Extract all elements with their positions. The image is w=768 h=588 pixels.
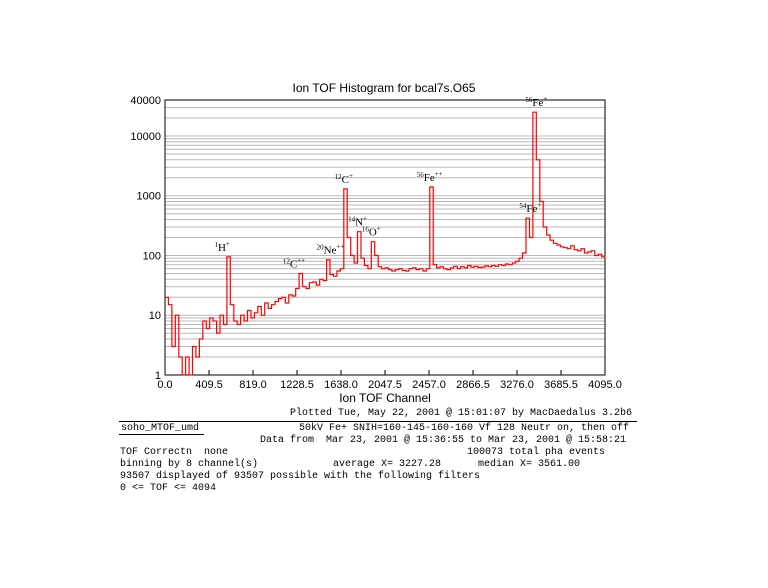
peak-charge: + bbox=[543, 95, 547, 103]
svg-text:56Fe+: 56Fe+ bbox=[525, 95, 547, 109]
x-tick-label: 4095.0 bbox=[588, 379, 622, 391]
footer-rule-top bbox=[119, 421, 637, 422]
run-description: 50kV Fe+ SNIH=160-145-160-160 Vf 128 Neu… bbox=[299, 423, 630, 434]
peak-label: 56Fe++ bbox=[417, 170, 443, 184]
y-tick-label: 10000 bbox=[130, 131, 161, 143]
y-axis: 1 10 100 1000 10000 40000 bbox=[130, 95, 161, 382]
svg-text:12C+: 12C+ bbox=[335, 172, 353, 186]
peak-label: 16O+ bbox=[362, 225, 381, 239]
instrument-name: soho_MTOF_umd bbox=[121, 423, 200, 434]
peak-charge: + bbox=[226, 240, 230, 248]
peak-label: 54Fe+ bbox=[519, 201, 541, 215]
plotted-line: Plotted Tue, May 22, 2001 @ 15:01:07 by … bbox=[290, 408, 633, 419]
x-tick-label: 2866.5 bbox=[456, 379, 490, 391]
peak-mass: 16 bbox=[362, 226, 370, 234]
peak-label: 1H+ bbox=[214, 240, 229, 254]
x-tick-label: 1228.5 bbox=[280, 379, 314, 391]
peak-mass: 56 bbox=[525, 96, 533, 104]
svg-text:20Ne++: 20Ne++ bbox=[317, 243, 345, 257]
x-tick-label: 0.0 bbox=[157, 379, 172, 391]
svg-text:16O+: 16O+ bbox=[362, 225, 381, 239]
svg-text:1H+: 1H+ bbox=[214, 240, 229, 254]
median-x: median X= 3561.00 bbox=[478, 459, 581, 470]
y-tick-label: 40000 bbox=[130, 95, 161, 107]
peak-ion: H bbox=[218, 242, 226, 254]
x-tick-label: 2457.0 bbox=[412, 379, 446, 391]
peak-mass: 20 bbox=[317, 244, 325, 252]
instrument-underline bbox=[119, 434, 204, 435]
peak-ion: Fe bbox=[532, 97, 543, 109]
tof-correction: TOF Correctn none bbox=[120, 447, 229, 458]
y-tick-label: 1000 bbox=[137, 191, 161, 203]
binning: binning by 8 channel(s) bbox=[120, 459, 259, 470]
svg-text:56Fe++: 56Fe++ bbox=[417, 170, 443, 184]
displayed-count: 93507 displayed of 93507 possible with t… bbox=[120, 471, 481, 482]
series-line bbox=[165, 111, 606, 376]
x-tick-label: 2047.5 bbox=[368, 379, 402, 391]
peak-charge: ++ bbox=[435, 170, 443, 178]
x-tick-label: 819.0 bbox=[239, 379, 267, 391]
peak-ion: Ne bbox=[324, 245, 337, 257]
grid bbox=[165, 106, 605, 358]
x-tick-label: 1638.0 bbox=[324, 379, 358, 391]
peak-ion: Fe bbox=[526, 203, 537, 215]
peak-charge: + bbox=[377, 225, 381, 233]
svg-text:54Fe+: 54Fe+ bbox=[519, 201, 541, 215]
peak-charge: + bbox=[537, 201, 541, 209]
x-tick-label: 409.5 bbox=[195, 379, 223, 391]
y-tick-label: 100 bbox=[143, 250, 161, 262]
tof-filter: 0 <= TOF <= 4094 bbox=[120, 483, 217, 494]
peak-mass: 56 bbox=[417, 171, 425, 179]
peak-labels: 1H+12C++20Ne++12C+14N+16O+56Fe++54Fe+56F… bbox=[214, 95, 547, 270]
peak-ion: Fe bbox=[424, 172, 435, 184]
peak-label: 20Ne++ bbox=[317, 243, 345, 257]
total-events: 100073 total pha events bbox=[467, 447, 606, 458]
peak-charge: ++ bbox=[336, 243, 344, 251]
peak-charge: ++ bbox=[297, 256, 305, 264]
x-tick-label: 3276.0 bbox=[500, 379, 534, 391]
chart-title: Ion TOF Histogram for bcal7s.O65 bbox=[293, 81, 476, 95]
peak-charge: + bbox=[363, 215, 367, 223]
peak-ion: N bbox=[355, 217, 363, 229]
peak-ion: O bbox=[369, 227, 377, 239]
y-tick-label: 1 bbox=[155, 370, 161, 382]
peak-label: 12C++ bbox=[283, 256, 305, 270]
peak-charge: + bbox=[349, 172, 353, 180]
svg-text:14N+: 14N+ bbox=[348, 215, 367, 229]
x-axis-label: Ion TOF Channel bbox=[339, 391, 431, 405]
peak-mass: 12 bbox=[283, 257, 291, 265]
peak-mass: 14 bbox=[348, 216, 356, 224]
peak-ion: C bbox=[342, 174, 349, 186]
peak-ion: C bbox=[290, 258, 297, 270]
average-x: average X= 3227.28 bbox=[333, 459, 442, 470]
peak-mass: 12 bbox=[335, 173, 343, 181]
peak-label: 14N+ bbox=[348, 215, 367, 229]
y-tick-label: 10 bbox=[149, 310, 161, 322]
data-range: Data from Mar 23, 2001 @ 15:36:55 to Mar… bbox=[260, 435, 627, 446]
peak-label: 56Fe+ bbox=[525, 95, 547, 109]
x-axis: 0.0 409.5 819.0 1228.5 1638.0 2047.5 2457.0 286… bbox=[157, 370, 622, 391]
x-tick-label: 3685.5 bbox=[544, 379, 578, 391]
peak-mass: 54 bbox=[519, 202, 527, 210]
peak-mass: 1 bbox=[214, 241, 218, 249]
svg-text:12C++: 12C++ bbox=[283, 256, 305, 270]
peak-label: 12C+ bbox=[335, 172, 353, 186]
